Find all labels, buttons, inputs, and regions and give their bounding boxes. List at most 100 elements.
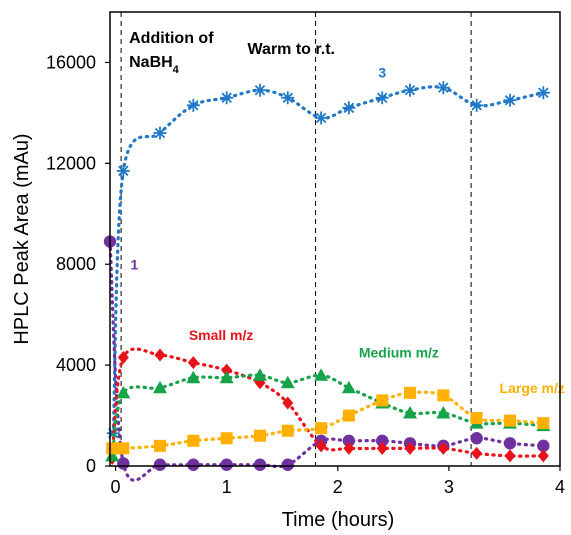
data-point-stroke (471, 100, 482, 111)
y-axis-title: HPLC Peak Area (mAu) (11, 133, 33, 344)
data-point-marker (403, 406, 417, 419)
x-axis-title: Time (hours) (282, 509, 395, 531)
data-point-stroke (343, 102, 355, 114)
data-point-marker (342, 409, 355, 422)
data-point-diamond (187, 356, 199, 370)
data-point-diamond (315, 439, 327, 453)
data-point-triangle (280, 375, 295, 389)
data-point-marker (436, 406, 451, 419)
data-point-circle (117, 457, 130, 470)
data-point-marker (116, 385, 131, 399)
data-point-marker (281, 458, 294, 471)
data-point-marker (117, 457, 130, 470)
data-point-marker (537, 439, 550, 453)
series-annotation: Large m/z (500, 380, 565, 396)
data-point-square (315, 422, 328, 435)
x-tick-label: 0 (111, 477, 121, 497)
data-point-marker (470, 432, 483, 445)
data-point-stroke (118, 165, 129, 177)
data-point-square (187, 434, 200, 447)
y-tick-label: 12000 (46, 153, 96, 173)
data-point-square (376, 394, 389, 407)
data-point-marker (376, 434, 389, 447)
data-point-asterisk (470, 98, 484, 112)
data-point-marker (343, 441, 355, 455)
data-point-asterisk (536, 86, 550, 100)
data-point-circle (253, 458, 267, 471)
data-point-marker (117, 351, 129, 365)
x-tick-label: 1 (222, 477, 232, 497)
data-point-square (404, 386, 416, 399)
data-point-triangle (186, 370, 201, 384)
data-point-square (537, 417, 550, 430)
data-point-stroke (282, 92, 294, 103)
series-annotation: Small m/z (189, 327, 254, 343)
data-point-triangle (403, 406, 417, 419)
data-point-marker (537, 449, 549, 463)
data-point-triangle (116, 385, 131, 399)
data-point-circle (187, 458, 200, 471)
data-point-circle (342, 434, 356, 447)
data-point-stroke (376, 92, 388, 103)
series-line-compound-1 (108, 239, 545, 482)
data-point-square (117, 442, 130, 455)
phase-label: Warm to r.t. (248, 41, 335, 58)
data-point-circle (281, 458, 294, 471)
data-point-square (154, 439, 166, 452)
data-point-marker (281, 424, 294, 437)
data-point-marker (187, 356, 199, 370)
data-point-marker (153, 458, 167, 471)
data-point-stroke (315, 112, 327, 124)
series-annotation: 3 (378, 65, 386, 81)
data-point-diamond (537, 449, 549, 463)
data-point-square (470, 412, 483, 425)
data-point-asterisk (153, 126, 167, 140)
data-point-marker (341, 380, 356, 394)
data-point-square (342, 409, 355, 422)
data-point-marker (186, 370, 201, 384)
data-point-stroke (221, 92, 232, 103)
data-point-asterisk (375, 91, 389, 105)
series-small-mz (106, 347, 549, 465)
data-point-marker (376, 394, 389, 407)
data-point-diamond (154, 348, 166, 362)
data-point-marker (437, 441, 449, 455)
data-point-diamond (437, 441, 449, 455)
data-point-marker (504, 414, 516, 427)
data-point-marker (117, 442, 130, 455)
data-point-square (220, 432, 233, 445)
data-point-marker (253, 368, 267, 381)
series-layer (103, 81, 551, 482)
data-point-marker (187, 434, 200, 447)
data-point-triangle (153, 380, 167, 394)
data-point-marker (187, 458, 200, 471)
data-point-diamond (504, 449, 516, 463)
data-point-diamond (404, 441, 416, 455)
data-point-marker (153, 380, 167, 394)
data-point-stroke (404, 84, 416, 96)
data-point-stroke (154, 127, 166, 139)
data-point-circle (503, 437, 517, 450)
data-point-diamond (117, 351, 129, 365)
data-point-stroke (504, 95, 516, 106)
data-point-square (437, 389, 450, 402)
data-point-marker (221, 363, 233, 377)
y-tick-label: 4000 (56, 355, 96, 375)
series-annotation: 1 (131, 256, 139, 272)
data-point-marker (404, 441, 416, 455)
phase-label: Addition of (129, 30, 214, 47)
data-point-diamond (343, 441, 355, 455)
data-point-asterisk (116, 164, 130, 178)
data-point-asterisk (186, 98, 200, 112)
y-tick-label: 0 (86, 456, 96, 476)
series-annotation: Medium m/z (359, 345, 439, 361)
data-point-marker (220, 458, 233, 471)
data-point-marker (537, 417, 550, 430)
data-point-circle (537, 439, 550, 453)
data-point-marker (503, 437, 517, 450)
data-point-marker (471, 446, 483, 460)
data-point-triangle (436, 406, 451, 419)
y-tick-label: 8000 (56, 254, 96, 274)
